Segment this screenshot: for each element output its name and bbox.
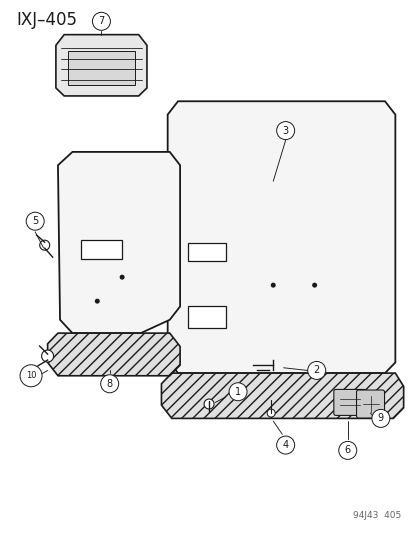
- Bar: [68, 51, 134, 85]
- Polygon shape: [161, 373, 403, 418]
- Text: 9: 9: [377, 414, 383, 423]
- Circle shape: [371, 409, 389, 427]
- Bar: [188, 306, 225, 328]
- Text: 6: 6: [344, 446, 350, 455]
- Circle shape: [276, 436, 294, 454]
- Circle shape: [338, 441, 356, 459]
- Circle shape: [100, 375, 119, 393]
- Circle shape: [307, 361, 325, 379]
- Polygon shape: [56, 35, 147, 96]
- Polygon shape: [58, 152, 180, 333]
- Text: 7: 7: [98, 17, 104, 26]
- FancyBboxPatch shape: [333, 390, 365, 415]
- Text: 4: 4: [282, 440, 288, 450]
- Text: 2: 2: [313, 366, 319, 375]
- Circle shape: [95, 298, 100, 304]
- Polygon shape: [167, 101, 394, 373]
- Circle shape: [228, 383, 247, 401]
- Bar: [188, 243, 225, 261]
- Text: IXJ–405: IXJ–405: [17, 11, 77, 29]
- Circle shape: [270, 282, 275, 288]
- Text: 1: 1: [235, 387, 240, 397]
- Circle shape: [119, 274, 124, 280]
- Circle shape: [266, 409, 275, 417]
- Circle shape: [311, 282, 316, 288]
- FancyBboxPatch shape: [356, 390, 384, 418]
- Circle shape: [42, 350, 53, 362]
- Circle shape: [92, 12, 110, 30]
- Circle shape: [26, 212, 44, 230]
- Polygon shape: [47, 333, 180, 376]
- Bar: [81, 240, 122, 259]
- Circle shape: [204, 399, 214, 409]
- Circle shape: [20, 365, 42, 387]
- Text: 10: 10: [26, 372, 36, 380]
- Circle shape: [40, 240, 50, 250]
- Text: 3: 3: [282, 126, 288, 135]
- Circle shape: [276, 122, 294, 140]
- Text: 5: 5: [32, 216, 38, 226]
- Text: 8: 8: [107, 379, 112, 389]
- Text: 94J43  405: 94J43 405: [352, 511, 401, 520]
